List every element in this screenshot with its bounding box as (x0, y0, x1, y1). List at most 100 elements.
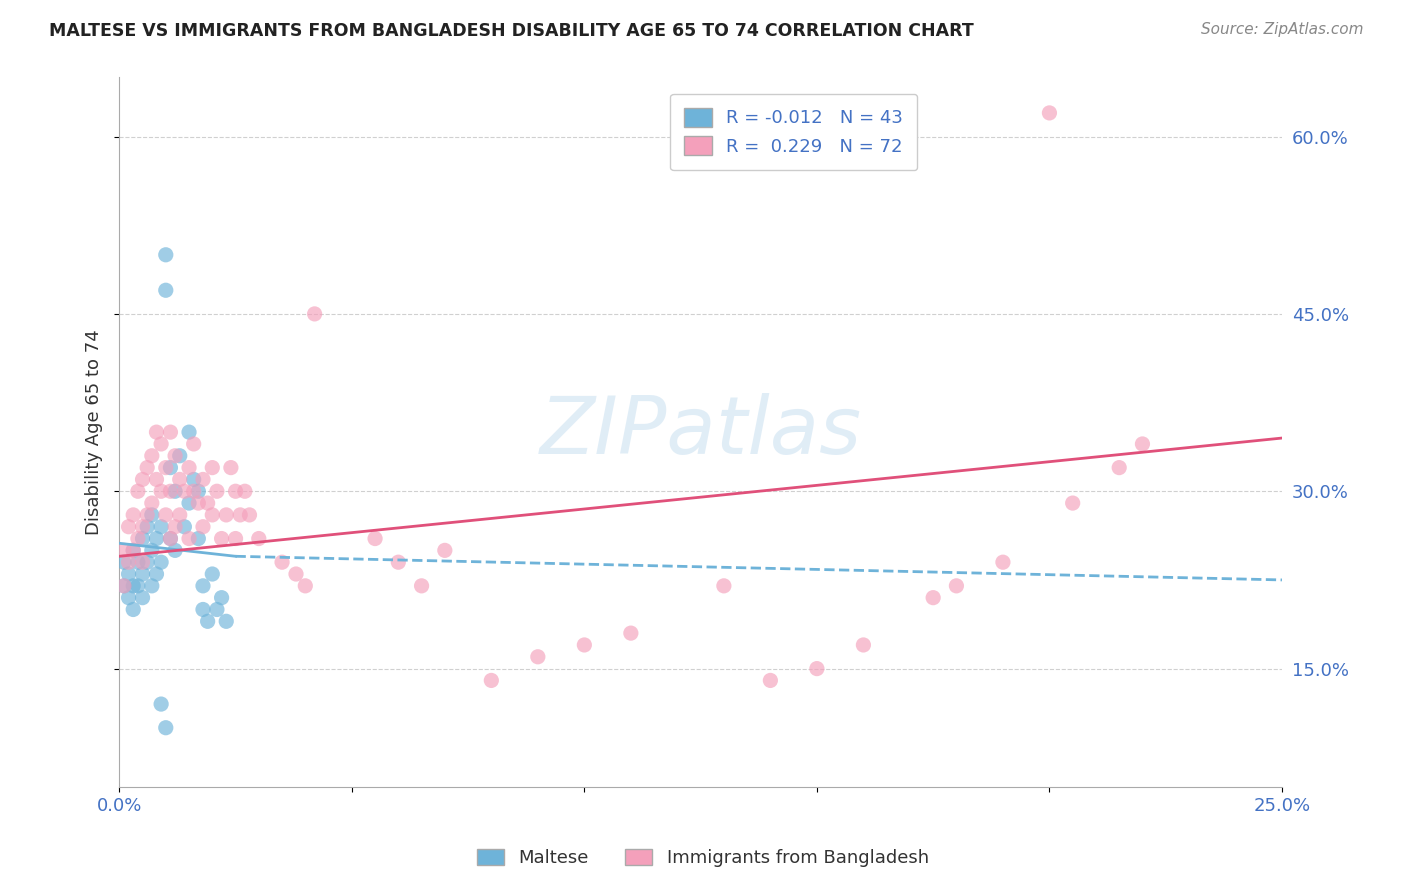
Point (136, 519, 159, 533)
Point (527, 649, 550, 664)
Point (177, 425, 200, 439)
Point (215, 615, 238, 629)
Point (155, 508, 177, 522)
Point (150, 519, 173, 533)
Point (141, 496, 163, 510)
Point (122, 579, 145, 593)
Point (229, 508, 252, 522)
Point (131, 472, 153, 486)
Point (127, 579, 149, 593)
Point (183, 437, 205, 451)
Point (215, 508, 238, 522)
Point (187, 496, 209, 510)
Point (1108, 460, 1130, 475)
Point (183, 484, 205, 499)
Point (131, 519, 153, 533)
Point (411, 579, 433, 593)
Point (155, 248, 177, 262)
Point (1038, 106, 1060, 120)
Point (127, 532, 149, 546)
Point (387, 555, 409, 569)
Point (433, 543, 456, 558)
Point (620, 626, 643, 640)
Point (127, 555, 149, 569)
Point (150, 697, 173, 711)
Point (173, 519, 195, 533)
Point (112, 555, 135, 569)
Point (159, 532, 181, 546)
Point (131, 567, 153, 582)
Point (165, 449, 187, 463)
Text: ZIPatlas: ZIPatlas (540, 393, 862, 471)
Point (219, 460, 242, 475)
Point (159, 532, 181, 546)
Point (806, 662, 828, 676)
Point (191, 579, 214, 593)
Point (122, 543, 145, 558)
Point (141, 508, 163, 522)
Point (177, 496, 200, 510)
Point (155, 721, 177, 735)
Point (159, 425, 181, 439)
Point (211, 532, 233, 546)
Point (173, 484, 195, 499)
Point (183, 472, 205, 486)
Point (205, 484, 228, 499)
Point (155, 460, 177, 475)
Point (991, 555, 1014, 569)
Point (574, 638, 596, 652)
Point (136, 508, 159, 522)
Point (294, 579, 316, 593)
Point (191, 472, 214, 486)
Legend: Maltese, Immigrants from Bangladesh: Maltese, Immigrants from Bangladesh (470, 841, 936, 874)
Point (150, 555, 173, 569)
Point (127, 484, 149, 499)
Point (197, 615, 219, 629)
Point (285, 567, 308, 582)
Point (1132, 437, 1154, 451)
Point (165, 484, 187, 499)
Point (150, 484, 173, 499)
Point (364, 532, 387, 546)
Point (211, 591, 233, 605)
Point (247, 532, 270, 546)
Point (191, 602, 214, 616)
Y-axis label: Disability Age 65 to 74: Disability Age 65 to 74 (86, 329, 103, 535)
Point (238, 508, 260, 522)
Point (141, 579, 163, 593)
Text: MALTESE VS IMMIGRANTS FROM BANGLADESH DISABILITY AGE 65 TO 74 CORRELATION CHART: MALTESE VS IMMIGRANTS FROM BANGLADESH DI… (49, 22, 974, 40)
Point (233, 484, 256, 499)
Point (159, 460, 181, 475)
Point (131, 555, 153, 569)
Point (150, 437, 173, 451)
Point (187, 532, 209, 546)
Point (112, 543, 135, 558)
Point (112, 579, 135, 593)
Point (112, 579, 135, 593)
Point (136, 555, 159, 569)
Point (271, 555, 294, 569)
Point (201, 508, 224, 522)
Point (117, 519, 139, 533)
Point (191, 519, 214, 533)
Point (141, 449, 163, 463)
Point (145, 532, 167, 546)
Point (117, 567, 139, 582)
Point (177, 532, 200, 546)
Point (136, 460, 159, 475)
Point (169, 449, 191, 463)
Point (169, 472, 191, 486)
Point (165, 543, 187, 558)
Point (145, 472, 167, 486)
Point (165, 519, 187, 533)
Point (759, 673, 782, 688)
Point (479, 673, 502, 688)
Point (922, 591, 945, 605)
Point (201, 567, 224, 582)
Point (131, 591, 153, 605)
Point (1062, 496, 1084, 510)
Point (122, 602, 145, 616)
Point (117, 591, 139, 605)
Point (945, 579, 967, 593)
Point (713, 579, 735, 593)
